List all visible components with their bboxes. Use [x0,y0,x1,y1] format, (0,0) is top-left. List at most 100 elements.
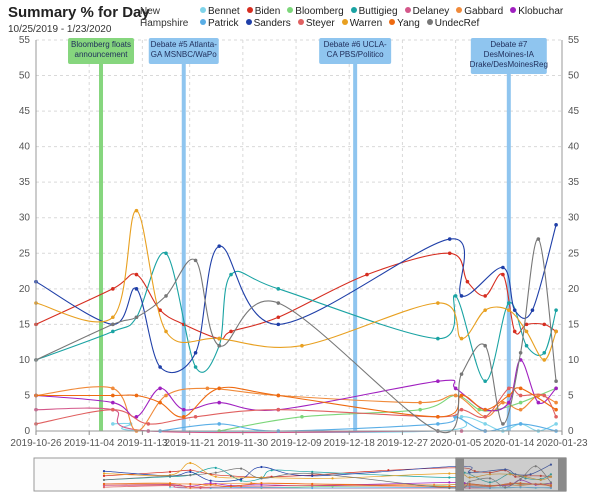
data-point[interactable] [164,393,168,398]
data-point[interactable] [518,393,523,398]
data-point[interactable] [111,329,115,334]
legend-item-gabbard[interactable]: Gabbard [456,6,503,18]
navigator[interactable] [33,457,567,492]
data-point[interactable] [111,400,115,405]
data-point[interactable] [111,287,115,291]
data-point[interactable] [512,308,517,312]
data-point[interactable] [436,379,440,384]
data-point[interactable] [181,407,186,412]
data-point[interactable] [158,400,162,405]
legend-item-warren[interactable]: Warren [341,18,382,30]
data-point[interactable] [554,223,558,227]
data-point[interactable] [507,301,511,305]
legend-item-sanders[interactable]: Sanders [245,18,291,30]
data-point[interactable] [217,343,222,348]
data-point[interactable] [418,400,422,405]
data-point[interactable] [111,393,115,398]
data-point[interactable] [276,287,281,291]
data-point[interactable] [111,386,115,391]
data-point[interactable] [507,386,511,391]
data-point[interactable] [518,386,523,391]
data-point[interactable] [554,422,558,426]
legend-item-biden[interactable]: Biden [246,6,280,18]
data-point[interactable] [111,407,115,412]
data-point[interactable] [483,414,487,419]
data-point[interactable] [134,315,139,320]
data-point[interactable] [483,343,487,348]
data-point[interactable] [276,301,281,305]
data-point[interactable] [518,407,523,412]
data-point[interactable] [459,407,464,412]
data-point[interactable] [111,422,115,426]
data-point[interactable] [465,279,470,284]
data-point[interactable] [459,393,464,398]
data-point[interactable] [217,336,222,341]
navigator-handle[interactable] [558,458,566,491]
data-point[interactable] [217,386,222,391]
data-point[interactable] [447,251,452,256]
data-point[interactable] [459,294,464,298]
data-point[interactable] [542,351,547,355]
data-point[interactable] [217,422,222,426]
navigator-handle[interactable] [456,458,464,491]
data-point[interactable] [229,329,233,334]
data-point[interactable] [501,400,505,405]
legend-item-bloomberg[interactable]: Bloomberg [287,6,344,18]
data-point[interactable] [453,393,458,398]
data-point[interactable] [158,365,162,369]
data-point[interactable] [554,400,558,405]
data-point[interactable] [554,308,558,312]
data-point[interactable] [507,393,511,398]
data-point[interactable] [158,386,162,391]
data-point[interactable] [276,393,281,398]
data-point[interactable] [436,301,440,305]
data-point[interactable] [524,329,529,334]
data-point[interactable] [554,386,558,391]
data-point[interactable] [524,322,529,327]
data-point[interactable] [536,400,541,405]
data-point[interactable] [518,400,523,405]
data-point[interactable] [134,414,139,419]
data-point[interactable] [542,393,547,398]
data-point[interactable] [436,414,440,419]
data-point[interactable] [276,407,281,412]
data-point[interactable] [181,414,186,419]
data-point[interactable] [217,400,222,405]
data-point[interactable] [518,351,523,355]
event-annotation-2[interactable]: Debate #5 Atlanta-GA MSNBC/WaPo [148,38,219,431]
data-point[interactable] [453,294,458,298]
data-point[interactable] [501,422,505,426]
data-point[interactable] [483,379,487,384]
data-point[interactable] [542,358,547,362]
data-point[interactable] [507,400,511,405]
data-point[interactable] [146,422,151,426]
data-point[interactable] [477,407,482,412]
data-point[interactable] [300,343,304,348]
data-point[interactable] [436,422,440,426]
data-point[interactable] [459,414,464,419]
data-point[interactable] [512,329,517,334]
data-point[interactable] [134,208,139,213]
data-point[interactable] [554,329,558,334]
data-point[interactable] [205,386,210,391]
data-point[interactable] [447,237,452,241]
data-point[interactable] [111,322,115,327]
data-point[interactable] [483,294,487,298]
data-point[interactable] [134,393,139,398]
data-point[interactable] [134,272,139,277]
data-point[interactable] [164,329,168,334]
data-point[interactable] [501,272,505,277]
navigator-selection[interactable] [455,457,567,492]
data-point[interactable] [229,272,233,277]
data-point[interactable] [217,244,222,248]
data-point[interactable] [554,407,558,412]
data-point[interactable] [554,379,558,384]
data-point[interactable] [507,308,511,312]
legend-item-undecref[interactable]: UndecRef [426,18,479,30]
data-point[interactable] [483,407,487,412]
legend-item-steyer[interactable]: Steyer [297,18,335,30]
data-point[interactable] [436,336,440,341]
data-point[interactable] [554,414,558,419]
